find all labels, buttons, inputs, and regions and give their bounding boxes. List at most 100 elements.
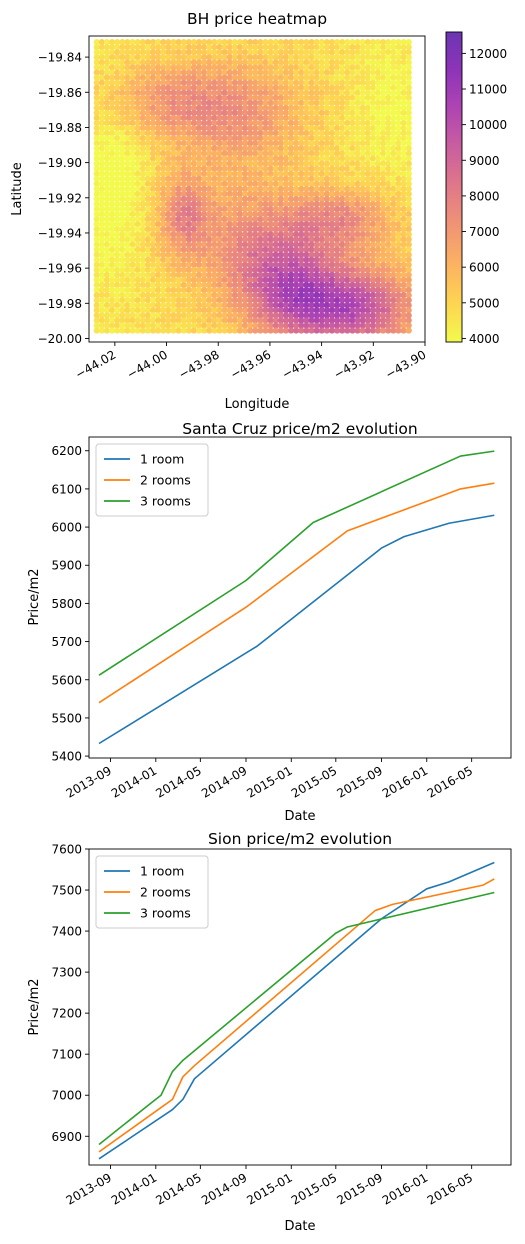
heatmap-cell <box>139 120 146 127</box>
y-tick-label: 7500 <box>51 884 82 898</box>
heatmap-cell <box>103 185 111 192</box>
heatmap-cell <box>241 241 249 248</box>
heatmap-cell <box>221 266 228 273</box>
heatmap-cell <box>374 226 382 233</box>
heatmap-cell <box>298 322 305 329</box>
heatmap-cell <box>129 271 136 279</box>
heatmap-y-ticks: −19.84−19.86−19.88−19.90−19.92−19.94−19.… <box>38 51 89 346</box>
heatmap-cell <box>206 165 213 172</box>
heatmap-cell <box>236 44 244 51</box>
heatmap-cell <box>93 322 100 329</box>
heatmap-cell <box>149 150 157 157</box>
heatmap-cell <box>282 180 290 187</box>
heatmap-cell <box>369 327 377 334</box>
heatmap-cell <box>190 221 198 228</box>
heatmap-cell <box>201 155 208 162</box>
heatmap-cell <box>359 286 366 294</box>
heatmap-cell <box>385 256 392 263</box>
heatmap-cell <box>395 281 402 289</box>
heatmap-cell <box>231 69 238 76</box>
heatmap-cell <box>298 195 305 203</box>
heatmap-y-tick-label: −19.94 <box>38 226 82 240</box>
heatmap-cell <box>226 125 233 132</box>
heatmap-cell <box>328 317 336 324</box>
heatmap-cell <box>160 185 167 192</box>
heatmap-cell <box>267 130 274 137</box>
heatmap-cell <box>144 261 151 268</box>
heatmap-cell <box>211 165 218 172</box>
heatmap-cell <box>349 251 356 258</box>
heatmap-cell <box>93 135 100 142</box>
heatmap-cell <box>139 322 146 329</box>
heatmap-cell <box>119 140 126 147</box>
heatmap-cell <box>129 170 136 177</box>
heatmap-cell <box>211 125 218 132</box>
heatmap-cell <box>109 226 116 233</box>
heatmap-cell <box>180 114 187 122</box>
heatmap-cell <box>190 114 198 122</box>
heatmap-cell <box>160 312 167 319</box>
heatmap-cell <box>328 109 336 117</box>
heatmap-cell <box>328 327 336 334</box>
heatmap-cell <box>303 216 310 223</box>
heatmap-cell <box>328 44 336 51</box>
heatmap-cell <box>277 74 284 81</box>
heatmap-cell <box>155 251 162 258</box>
heatmap-cell <box>298 120 305 127</box>
heatmap-cell <box>206 39 213 46</box>
heatmap-cell <box>385 94 392 101</box>
heatmap-cell <box>185 195 192 203</box>
heatmap-cell <box>395 155 402 162</box>
heatmap-cell <box>170 276 177 284</box>
heatmap-cell <box>385 190 392 198</box>
heatmap-cell <box>185 281 192 289</box>
heatmap-cell <box>328 185 336 192</box>
heatmap-cell <box>400 64 407 71</box>
heatmap-cell <box>390 286 397 294</box>
heatmap-cell <box>380 74 387 81</box>
heatmap-cell <box>334 104 341 112</box>
heatmap-cell <box>241 302 249 309</box>
heatmap-cell <box>119 89 126 96</box>
heatmap-cell <box>119 236 126 243</box>
heatmap-cell <box>359 292 366 299</box>
heatmap-cell <box>103 302 111 309</box>
heatmap-cell <box>385 241 392 248</box>
heatmap-cell <box>303 120 310 127</box>
heatmap-cell <box>257 312 264 319</box>
heatmap-cell <box>298 125 305 132</box>
heatmap-cell <box>236 175 244 182</box>
heatmap-cell <box>287 322 295 329</box>
heatmap-cell <box>109 94 116 101</box>
heatmap-cell <box>252 125 259 132</box>
heatmap-cell <box>267 206 274 213</box>
heatmap-cell <box>206 276 213 284</box>
heatmap-cell <box>211 120 218 127</box>
heatmap-cell <box>170 246 177 253</box>
heatmap-cell <box>211 322 218 329</box>
heatmap-cell <box>216 155 223 162</box>
heatmap-cell <box>369 195 377 203</box>
heatmap-cell <box>206 64 213 71</box>
heatmap-cell <box>298 74 305 81</box>
heatmap-cell <box>226 79 233 86</box>
heatmap-cell <box>308 327 315 334</box>
heatmap-cell <box>241 89 249 96</box>
heatmap-cell <box>160 281 167 289</box>
heatmap-cell <box>318 216 325 223</box>
heatmap-cell <box>231 155 238 162</box>
heatmap-cell <box>313 145 320 152</box>
heatmap-cell <box>144 180 151 187</box>
heatmap-cell <box>293 140 300 147</box>
heatmap-cell <box>247 312 254 319</box>
heatmap-cell <box>155 322 162 329</box>
heatmap-cell <box>390 216 397 223</box>
heatmap-cell <box>390 317 397 324</box>
heatmap-cell <box>98 206 105 213</box>
heatmap-cell <box>216 297 223 304</box>
heatmap-cell <box>303 185 310 192</box>
heatmap-cell <box>185 200 192 208</box>
heatmap-cell <box>190 185 198 192</box>
heatmap-cell <box>364 140 371 147</box>
heatmap-cell <box>103 251 111 258</box>
